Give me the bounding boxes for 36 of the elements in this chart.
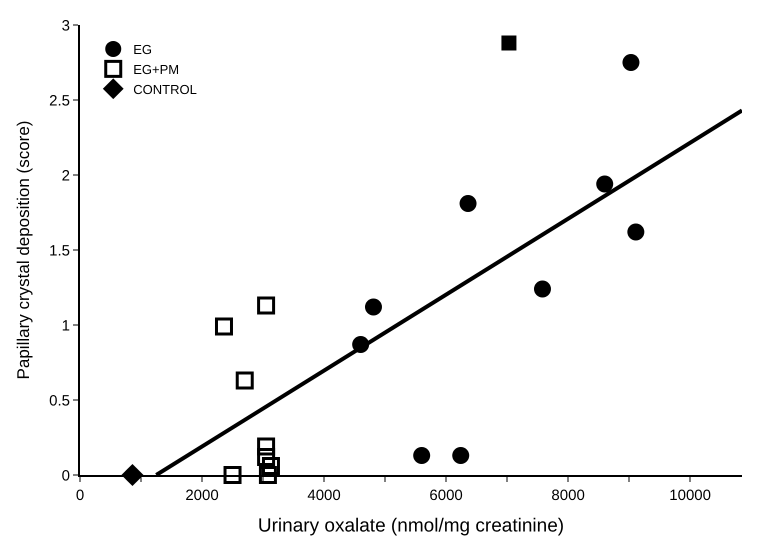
x-axis-title: Urinary oxalate (nmol/mg creatinine) bbox=[258, 515, 564, 536]
point bbox=[257, 296, 276, 314]
point bbox=[214, 318, 233, 336]
legend-label: CONTROL bbox=[133, 82, 197, 97]
point bbox=[257, 448, 276, 466]
point bbox=[627, 224, 644, 240]
point bbox=[501, 36, 516, 50]
y-tick-label: 1.5 bbox=[49, 242, 70, 260]
y-tick-label: 2.5 bbox=[49, 92, 70, 110]
point bbox=[596, 176, 614, 192]
y-tick-label: 1 bbox=[62, 317, 70, 334]
point bbox=[452, 447, 470, 464]
point bbox=[258, 466, 277, 484]
point bbox=[262, 457, 280, 475]
y-tick-label: 0.5 bbox=[49, 392, 70, 410]
y-axis-title: Papillary crystal deposition (score) bbox=[14, 120, 34, 380]
y-tick-label: 2 bbox=[62, 167, 70, 184]
point bbox=[622, 54, 640, 71]
y-tick-label: 3 bbox=[62, 17, 70, 34]
point bbox=[121, 464, 144, 486]
y-tick-label: 0 bbox=[62, 467, 70, 484]
legend-label: EG+PM bbox=[133, 62, 180, 77]
point bbox=[364, 298, 382, 316]
point bbox=[236, 372, 254, 390]
point bbox=[257, 438, 276, 456]
x-tick-label: 0 bbox=[76, 487, 84, 504]
legend-label: EG bbox=[133, 42, 152, 58]
x-tick-label: 2000 bbox=[185, 487, 219, 504]
x-tick-label: 8000 bbox=[551, 487, 585, 504]
point bbox=[534, 280, 551, 298]
point bbox=[224, 466, 242, 484]
x-tick-label: 6000 bbox=[429, 487, 463, 504]
x-tick-label: 4000 bbox=[307, 487, 341, 504]
point bbox=[413, 447, 430, 464]
x-tick-label: 10000 bbox=[669, 487, 711, 504]
point bbox=[460, 195, 477, 212]
